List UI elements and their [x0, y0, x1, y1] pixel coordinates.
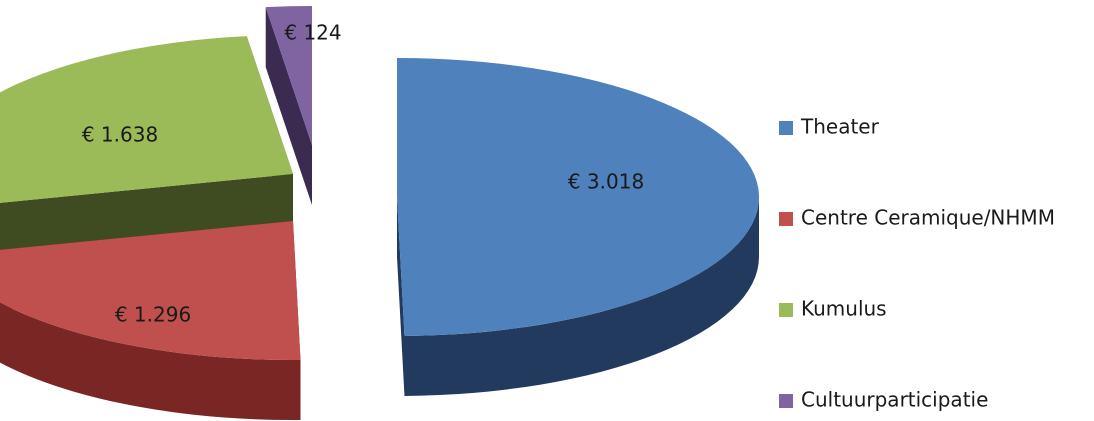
slice-wall	[265, 7, 312, 205]
slice-top	[265, 6, 312, 145]
legend-swatch	[779, 394, 793, 408]
legend-label: Cultuurparticipatie	[801, 388, 988, 412]
slice-top	[0, 36, 293, 203]
slice-wall	[397, 197, 405, 396]
legend-label: Theater	[800, 115, 880, 139]
pie-slice-theater	[397, 57, 760, 396]
data-label: € 1.296	[115, 303, 191, 327]
legend-swatch	[779, 121, 793, 135]
legend-item: Centre Ceramique/NHMM	[779, 206, 1055, 230]
pie-slice-centre-ceramique-nhmm	[0, 221, 301, 420]
legend-item: Theater	[779, 115, 880, 139]
legend-swatch	[779, 303, 793, 317]
pie-slice-cultuurparticipatie	[265, 6, 312, 205]
pie-slices	[0, 6, 760, 420]
data-label: € 3.018	[568, 170, 644, 194]
legend-item: Cultuurparticipatie	[779, 388, 988, 412]
data-label: € 1.638	[82, 123, 158, 147]
legend-label: Centre Ceramique/NHMM	[801, 206, 1055, 230]
slice-side	[0, 302, 301, 420]
legend-swatch	[779, 212, 793, 226]
legend: Theater Centre Ceramique/NHMM Kumulus Cultu…	[779, 115, 1055, 412]
slice-top	[397, 57, 760, 336]
pie-data-labels: € 124 € 1.638 € 3.018 € 1.296	[82, 21, 644, 327]
legend-item: Kumulus	[779, 297, 887, 321]
data-label: € 124	[284, 21, 341, 45]
slice-side	[404, 197, 760, 396]
legend-label: Kumulus	[801, 297, 887, 321]
slice-top	[0, 221, 301, 360]
